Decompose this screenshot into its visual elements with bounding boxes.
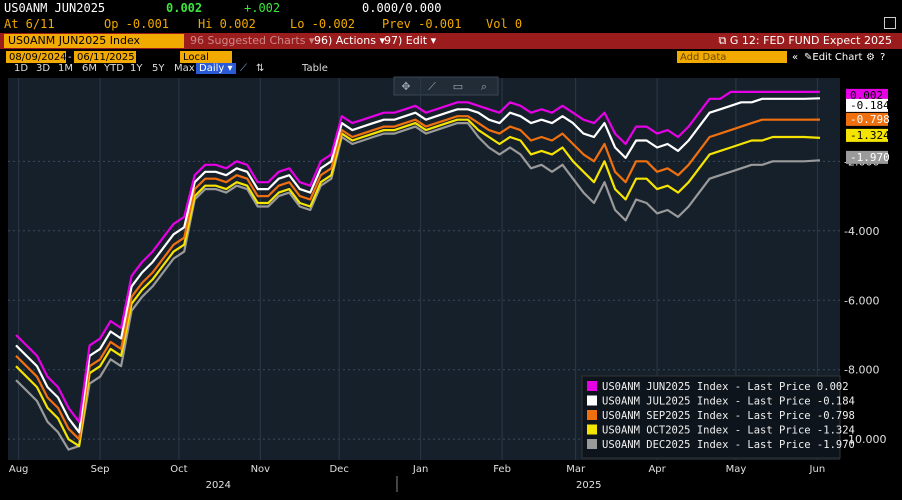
chart-area: ✥⟋▭⌕-2.000-4.000-6.000-8.000-10.000AugSe… — [0, 66, 902, 496]
low-value: Lo -0.002 — [290, 17, 356, 31]
legend-entry: US0ANM JUL2025 Index - Last Price -0.184 — [602, 396, 855, 408]
edit-chart-label: Edit Chart — [812, 52, 863, 63]
last-price: 0.002 — [166, 1, 203, 15]
period-1m-button[interactable]: 1M — [58, 63, 73, 74]
legend-box — [581, 375, 841, 459]
open-value: Op -0.001 — [104, 17, 170, 31]
x-tick-label: Jun — [809, 464, 826, 475]
x-tick-label: Apr — [648, 464, 666, 475]
ticker-label: US0ANM JUN2025 — [4, 1, 106, 15]
prev-value: Prev -0.001 — [382, 17, 462, 31]
crosshair-icon[interactable]: ✥ — [401, 80, 410, 93]
chart-title: ⧉ G 12: FED FUND Expect 2025 — [719, 34, 892, 48]
price-tag — [846, 150, 888, 164]
legend-swatch — [587, 439, 597, 449]
y-tick-label: -4.000 — [844, 225, 879, 238]
y-tick-label: -8.000 — [844, 364, 879, 377]
period-6m-button[interactable]: 6M — [82, 63, 97, 74]
period-bar: 1D 3D 1M 6M YTD 1Y 5Y Max Daily ▾ ⟋ ⇅ Table — [0, 63, 902, 76]
year-label: 2024 — [206, 480, 231, 491]
legend-entry: US0ANM SEP2025 Index - Last Price -0.798 — [602, 410, 855, 422]
x-tick-label: May — [726, 464, 747, 475]
price-tag — [846, 112, 888, 126]
x-tick-label: Mar — [566, 464, 586, 475]
edit-chart-button[interactable]: ✎Edit Chart — [804, 51, 862, 64]
series-line — [15, 118, 821, 448]
legend-swatch — [587, 395, 597, 406]
edit-menu[interactable]: 97) Edit ▾ — [384, 34, 437, 47]
zoom-box-icon[interactable]: ▭ — [453, 80, 463, 93]
currency-select[interactable]: Local CCY — [180, 51, 232, 76]
x-tick-label: Jan — [412, 464, 428, 475]
price-tag-label: -1.970 — [850, 151, 890, 164]
period-3d-button[interactable]: 3D — [36, 63, 51, 74]
series-line — [15, 122, 821, 451]
security-field[interactable]: US0ANM JUN2025 Index — [4, 34, 184, 48]
legend-swatch — [587, 410, 597, 420]
period-max-button[interactable]: Max — [174, 63, 195, 74]
add-data-field[interactable]: Add Data — [677, 51, 787, 63]
pencil-icon: ✎ — [804, 52, 813, 63]
range-toolbar: 08/09/2024 - 06/11/2025 Local CCY Add Da… — [0, 51, 902, 76]
external-link-icon[interactable]: ⧉ — [718, 34, 730, 47]
chart-title-text: G 12: FED FUND Expect 2025 — [729, 34, 892, 47]
price-tag — [846, 98, 888, 112]
legend-entry: US0ANM JUN2025 Index - Last Price 0.002 — [602, 381, 849, 393]
period-1y-button[interactable]: 1Y — [130, 63, 143, 74]
x-tick-label: Oct — [170, 464, 187, 475]
series-line — [15, 97, 821, 434]
chart-settings-icon[interactable]: ⚙ — [866, 52, 875, 63]
line-chart: ✥⟋▭⌕-2.000-4.000-6.000-8.000-10.000AugSe… — [8, 76, 890, 492]
start-date-field[interactable]: 08/09/2024 — [6, 51, 67, 63]
legend-swatch — [587, 381, 597, 391]
quote-stats: At 6/11 Op -0.001 Hi 0.002 Lo -0.002 Pre… — [0, 16, 902, 33]
high-value: Hi 0.002 — [198, 17, 256, 31]
y-tick-label: -6.000 — [844, 294, 879, 307]
price-tag-label: -1.324 — [850, 129, 890, 142]
collapse-arrows-icon[interactable]: « — [792, 52, 799, 63]
popout-icon[interactable] — [884, 17, 896, 29]
annotate-icon[interactable]: ⟋ — [428, 80, 436, 93]
x-tick-label: Dec — [329, 464, 348, 475]
command-toolbar: US0ANM JUN2025 Index 96 Suggested Charts… — [0, 33, 902, 49]
frequency-select[interactable]: Daily ▾ — [196, 63, 236, 74]
bid-ask: 0.000/0.000 — [362, 1, 442, 15]
x-tick-label: Nov — [251, 464, 271, 475]
suggested-charts-button[interactable]: 96 Suggested Charts ▾ — [190, 34, 315, 47]
period-ytd-button[interactable]: YTD — [104, 63, 124, 74]
x-tick-label: Feb — [493, 464, 511, 475]
period-5y-button[interactable]: 5Y — [152, 63, 165, 74]
x-tick-label: Aug — [9, 464, 29, 475]
price-tag — [846, 88, 888, 102]
x-tick-label: Sep — [91, 464, 110, 475]
quote-header: US0ANM JUN2025 0.002 +.002 0.000/0.000 — [0, 0, 902, 17]
volume-value: Vol 0 — [486, 17, 523, 31]
price-tag-label: 0.002 — [850, 89, 883, 102]
y-tick-label: -10.000 — [844, 433, 886, 446]
legend-entry: US0ANM DEC2025 Index - Last Price -1.970 — [602, 439, 855, 451]
help-icon[interactable]: ? — [880, 52, 886, 63]
compare-icon[interactable]: ⇅ — [256, 63, 265, 74]
table-button[interactable]: Table — [302, 63, 328, 74]
date-separator: - — [68, 52, 72, 63]
price-tag-label: -0.798 — [850, 113, 890, 126]
actions-menu[interactable]: 96) Actions ▾ — [314, 34, 385, 47]
end-date-field[interactable]: 06/11/2025 — [74, 51, 136, 63]
year-label: 2025 — [576, 480, 601, 491]
line-type-icon[interactable]: ⟋ — [240, 63, 247, 74]
legend-entry: US0ANM OCT2025 Index - Last Price -1.324 — [602, 425, 855, 437]
mini-toolbar — [393, 76, 499, 96]
net-change: +.002 — [244, 1, 281, 15]
series-line — [15, 115, 821, 441]
at-date: At 6/11 — [4, 17, 55, 31]
series-line — [15, 90, 821, 423]
magnify-icon[interactable]: ⌕ — [481, 80, 487, 93]
price-tag — [846, 128, 888, 142]
legend-swatch — [587, 424, 597, 435]
price-tag-label: -0.184 — [850, 99, 890, 112]
period-1d-button[interactable]: 1D — [14, 63, 29, 74]
